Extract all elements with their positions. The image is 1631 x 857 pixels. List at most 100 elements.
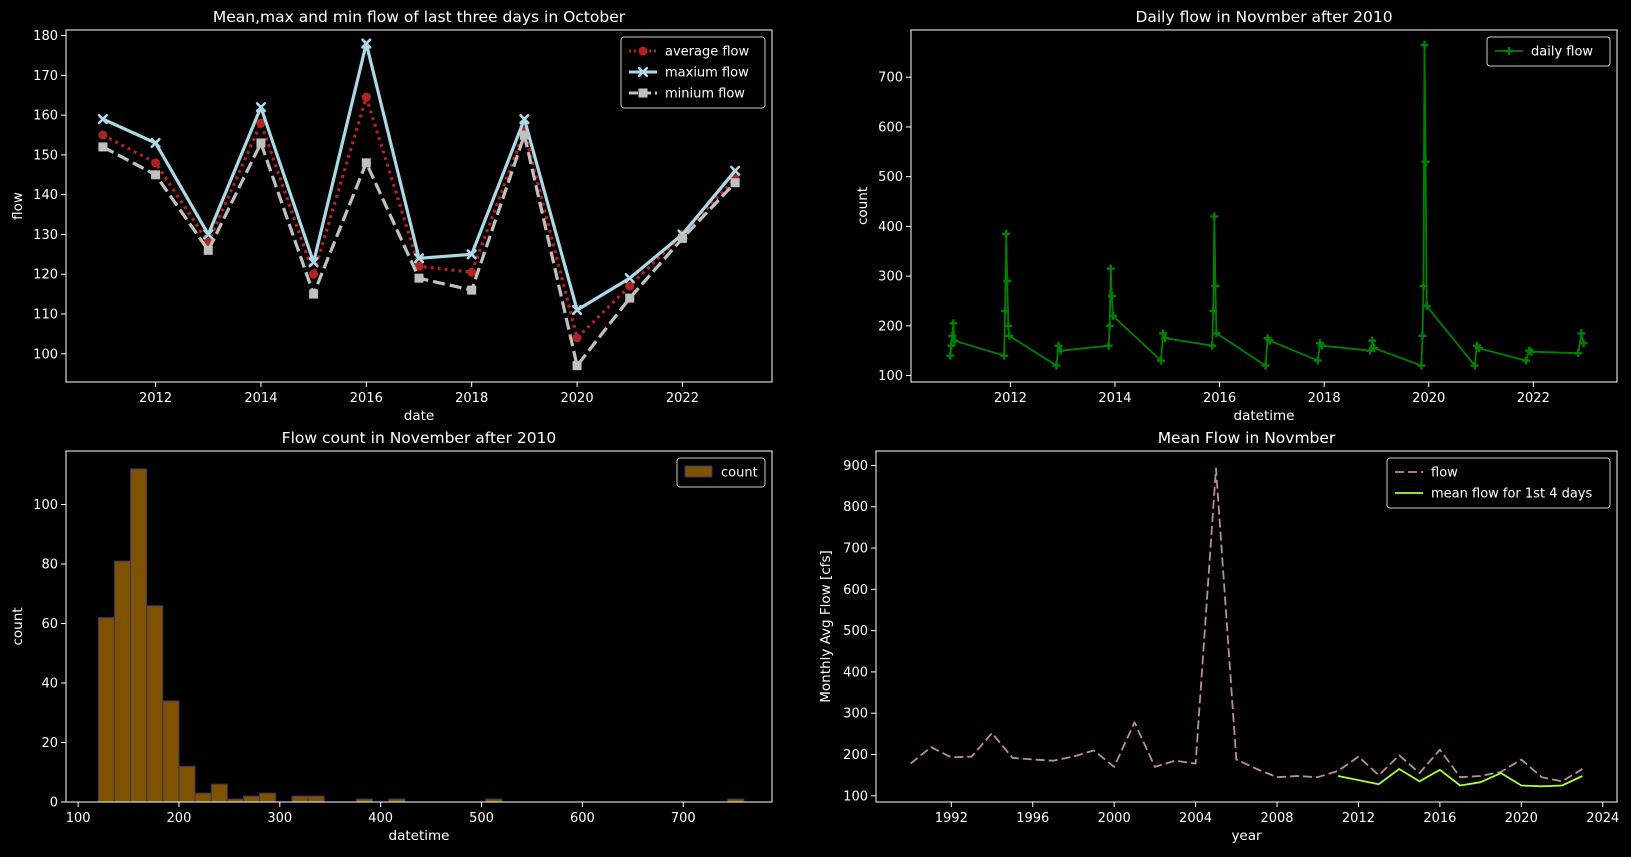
histogram-bar — [388, 798, 406, 802]
histogram-bar — [146, 605, 164, 802]
y-tick-label: 150 — [33, 148, 58, 163]
y-axis-label: flow — [10, 192, 26, 220]
data-point — [1107, 291, 1116, 300]
histogram-bar — [194, 792, 212, 802]
data-point — [624, 273, 635, 284]
y-tick-label: 300 — [878, 270, 903, 285]
legend-label: daily flow — [1531, 45, 1593, 60]
x-tick-label: 100 — [66, 811, 91, 826]
y-tick-label: 800 — [843, 500, 868, 515]
y-tick-label: 60 — [41, 617, 58, 632]
data-point — [730, 165, 741, 176]
data-point — [1156, 356, 1165, 365]
data-point — [203, 245, 213, 255]
data-point — [1208, 341, 1217, 350]
x-tick-label: 2020 — [1412, 391, 1445, 406]
data-point — [1470, 361, 1479, 370]
legend: flow mean flow for 1st 4 days — [1386, 457, 1611, 509]
y-tick-label: 400 — [843, 665, 868, 680]
histogram-bar — [113, 560, 132, 802]
x-tick-label: 2018 — [455, 391, 488, 406]
axes-frame — [65, 29, 773, 383]
data-point — [948, 331, 957, 340]
x-axis-label: datetime — [1234, 408, 1295, 424]
data-point — [1003, 277, 1012, 286]
legend-box — [1486, 36, 1611, 67]
histogram-bar — [307, 795, 325, 802]
data-point — [309, 269, 319, 279]
legend-label: flow — [1431, 466, 1458, 481]
y-tick-label: 600 — [878, 120, 903, 135]
y-tick-label: 100 — [843, 789, 868, 804]
axes-frame — [910, 29, 1618, 383]
y-tick-label: 600 — [843, 583, 868, 598]
data-point — [1265, 336, 1274, 345]
data-point — [309, 289, 319, 299]
data-point — [1417, 361, 1426, 370]
data-point — [1052, 361, 1061, 370]
x-tick-label: 2022 — [666, 391, 699, 406]
data-point — [677, 233, 687, 243]
legend-marker — [637, 66, 649, 78]
chart-p1: Mean,max and min flow of last three days… — [10, 8, 773, 424]
legend: daily flow — [1486, 36, 1611, 67]
y-tick-label: 100 — [33, 347, 58, 362]
x-tick-label: 2014 — [1098, 391, 1131, 406]
chart-title: Mean Flow in Novmber — [1158, 429, 1336, 447]
histogram-bar — [178, 765, 196, 802]
data-point — [98, 142, 108, 152]
data-point — [1212, 329, 1221, 338]
y-tick-label: 700 — [878, 71, 903, 86]
series-line — [102, 133, 737, 368]
x-tick-label: 2018 — [1308, 391, 1341, 406]
x-tick-label: 2012 — [139, 391, 172, 406]
chart-p2: Daily flow in Novmber after 2010 2012 2014… — [855, 8, 1618, 424]
data-point — [1419, 282, 1428, 291]
data-point — [97, 113, 108, 125]
data-point — [946, 351, 955, 360]
legend-label: minium flow — [665, 87, 745, 102]
data-point — [467, 285, 477, 295]
y-tick-label: 120 — [33, 268, 58, 283]
data-point — [361, 38, 372, 49]
y-tick-label: 130 — [33, 228, 58, 243]
y-tick-label: 100 — [878, 369, 903, 384]
data-point — [361, 158, 371, 168]
series-line — [1337, 768, 1583, 788]
y-tick-label: 180 — [33, 29, 58, 44]
x-tick-label: 2008 — [1260, 811, 1293, 826]
data-point — [1577, 329, 1586, 338]
data-point — [1002, 229, 1011, 238]
x-tick-label: 2016 — [350, 391, 383, 406]
y-tick-label: 400 — [878, 220, 903, 235]
x-tick-label: 1996 — [1016, 811, 1049, 826]
histogram-bar — [485, 798, 503, 802]
data-point — [1005, 331, 1014, 340]
data-point — [572, 333, 582, 343]
x-tick-label: 2022 — [1517, 391, 1550, 406]
data-point — [1313, 356, 1322, 365]
data-point — [466, 249, 477, 260]
histogram-bar — [291, 795, 309, 802]
y-tick-label: 200 — [843, 748, 868, 763]
data-point — [414, 261, 424, 271]
legend-label: maxium flow — [665, 66, 749, 81]
y-tick-label: 500 — [843, 624, 868, 639]
data-point — [98, 130, 108, 140]
data-point — [1159, 329, 1168, 338]
histogram-bar — [97, 617, 115, 802]
plot-area — [946, 40, 1588, 370]
x-tick-label: 2000 — [1098, 811, 1131, 826]
y-tick-label: 0 — [50, 796, 58, 811]
data-point — [1418, 331, 1427, 340]
data-point — [1421, 157, 1430, 166]
x-tick-label: 2016 — [1203, 391, 1236, 406]
data-point — [949, 319, 958, 328]
data-point — [1000, 351, 1009, 360]
legend-label: count — [721, 466, 758, 481]
y-tick-label: 700 — [843, 542, 868, 557]
histogram-bar — [210, 783, 228, 802]
x-tick-label: 200 — [167, 811, 192, 826]
axes-frame — [875, 450, 1618, 803]
